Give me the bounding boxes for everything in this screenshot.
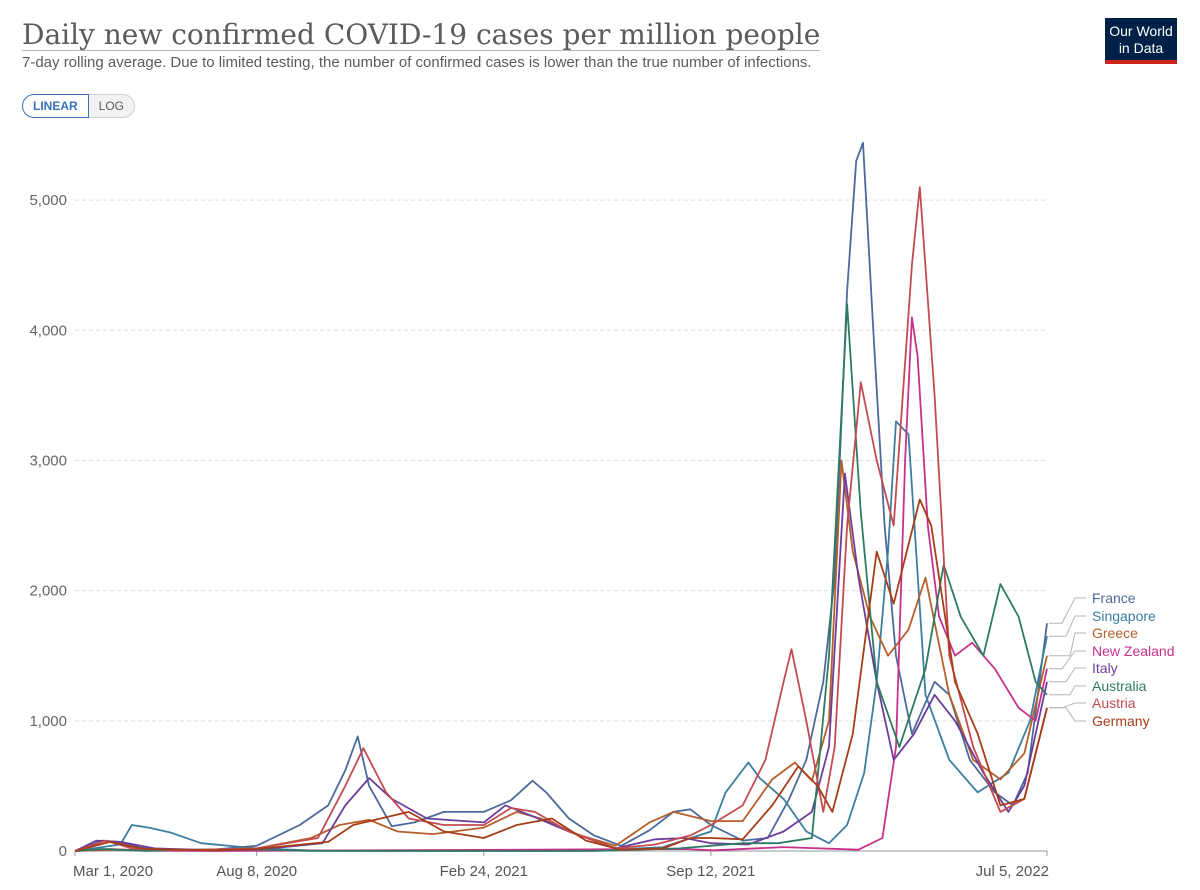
legend-label-italy: Italy xyxy=(1092,660,1118,676)
legend-connector xyxy=(1049,650,1086,670)
scale-toggle: LINEAR LOG xyxy=(22,94,136,118)
x-tick-label: Mar 1, 2020 xyxy=(73,863,153,880)
x-tick-label: Sep 12, 2021 xyxy=(666,863,755,880)
series-line-germany xyxy=(74,498,1048,852)
legend-label-france: France xyxy=(1092,590,1136,606)
legend-connector xyxy=(1049,632,1086,657)
y-tick-label: 1,000 xyxy=(29,713,67,730)
x-tick-label: Aug 8, 2020 xyxy=(216,863,297,880)
logo-line-1: Our World xyxy=(1109,23,1173,39)
logo-line-2: in Data xyxy=(1118,40,1164,56)
legend-connector xyxy=(1049,667,1086,683)
series-line-greece xyxy=(74,459,1048,852)
legend-connector xyxy=(1049,685,1086,696)
chart-subtitle: 7-day rolling average. Due to limited te… xyxy=(22,54,812,71)
legend-label-greece: Greece xyxy=(1092,625,1138,641)
y-tick-label: 4,000 xyxy=(29,322,67,339)
series-line-france xyxy=(74,141,1048,852)
legend-connector xyxy=(1049,615,1086,637)
legend-label-germany: Germany xyxy=(1092,713,1150,729)
y-tick-label: 5,000 xyxy=(29,192,67,209)
legend-connector xyxy=(1049,702,1086,709)
legend-label-austria: Austria xyxy=(1092,695,1136,711)
legend-label-singapore: Singapore xyxy=(1092,608,1156,624)
y-tick-label: 2,000 xyxy=(29,583,67,600)
linear-scale-button[interactable]: LINEAR xyxy=(22,94,89,118)
series-line-new-zealand xyxy=(74,316,1048,852)
series-line-italy xyxy=(74,472,1048,852)
legend-label-australia: Australia xyxy=(1092,678,1147,694)
x-tick-label: Jul 5, 2022 xyxy=(976,863,1049,880)
y-tick-label: 0 xyxy=(59,843,67,860)
owid-logo[interactable]: Our World in Data xyxy=(1105,18,1177,64)
y-tick-label: 3,000 xyxy=(29,452,67,469)
series-line-austria xyxy=(74,186,1048,852)
legend-connector xyxy=(1049,707,1086,722)
legend-label-new-zealand: New Zealand xyxy=(1092,643,1175,659)
legend-connector xyxy=(1049,597,1086,624)
x-tick-label: Feb 24, 2021 xyxy=(440,863,528,880)
chart-title: Daily new confirmed COVID-19 cases per m… xyxy=(22,18,821,51)
log-scale-button[interactable]: LOG xyxy=(88,94,136,118)
series-line-singapore xyxy=(74,420,1048,852)
